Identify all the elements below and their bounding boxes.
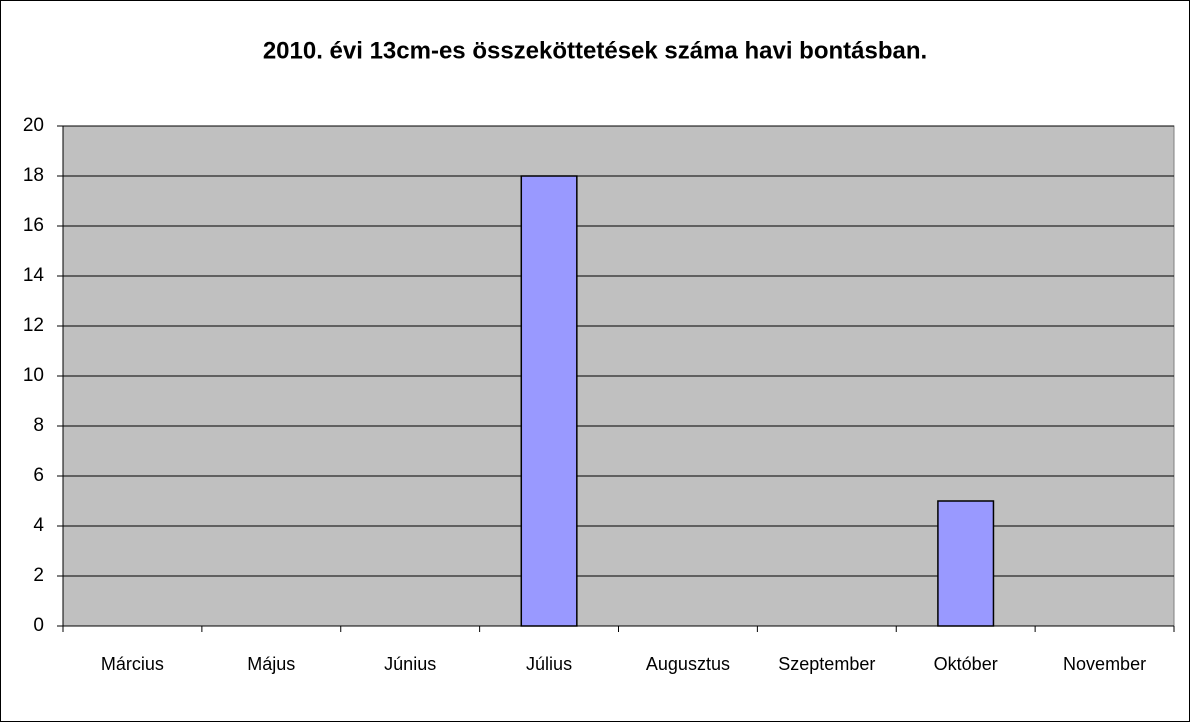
x-tick-label: Március — [101, 654, 164, 674]
x-tick-label: Július — [526, 654, 572, 674]
chart-title: 2010. évi 13cm-es összeköttetések száma … — [263, 37, 927, 64]
y-tick-label: 16 — [23, 215, 44, 236]
y-tick-label: 14 — [23, 265, 45, 286]
y-tick-label: 6 — [33, 465, 44, 486]
bar — [520, 175, 578, 627]
y-tick-label: 10 — [23, 365, 44, 386]
y-tick-label: 8 — [33, 415, 44, 436]
y-tick-label: 12 — [23, 315, 44, 336]
x-tick-label: November — [1063, 654, 1146, 674]
x-tick-label: Augusztus — [646, 654, 730, 674]
x-tick-label: Október — [934, 654, 998, 674]
y-tick-label: 0 — [33, 615, 44, 636]
y-tick-label: 4 — [33, 515, 44, 536]
x-tick-label: Szeptember — [778, 654, 875, 674]
bar — [937, 500, 995, 627]
y-tick-label: 18 — [23, 165, 44, 186]
y-tick-label: 2 — [33, 565, 44, 586]
x-tick-label: Június — [384, 654, 436, 674]
y-tick-label: 20 — [23, 115, 44, 136]
x-tick-label: Május — [247, 654, 295, 674]
